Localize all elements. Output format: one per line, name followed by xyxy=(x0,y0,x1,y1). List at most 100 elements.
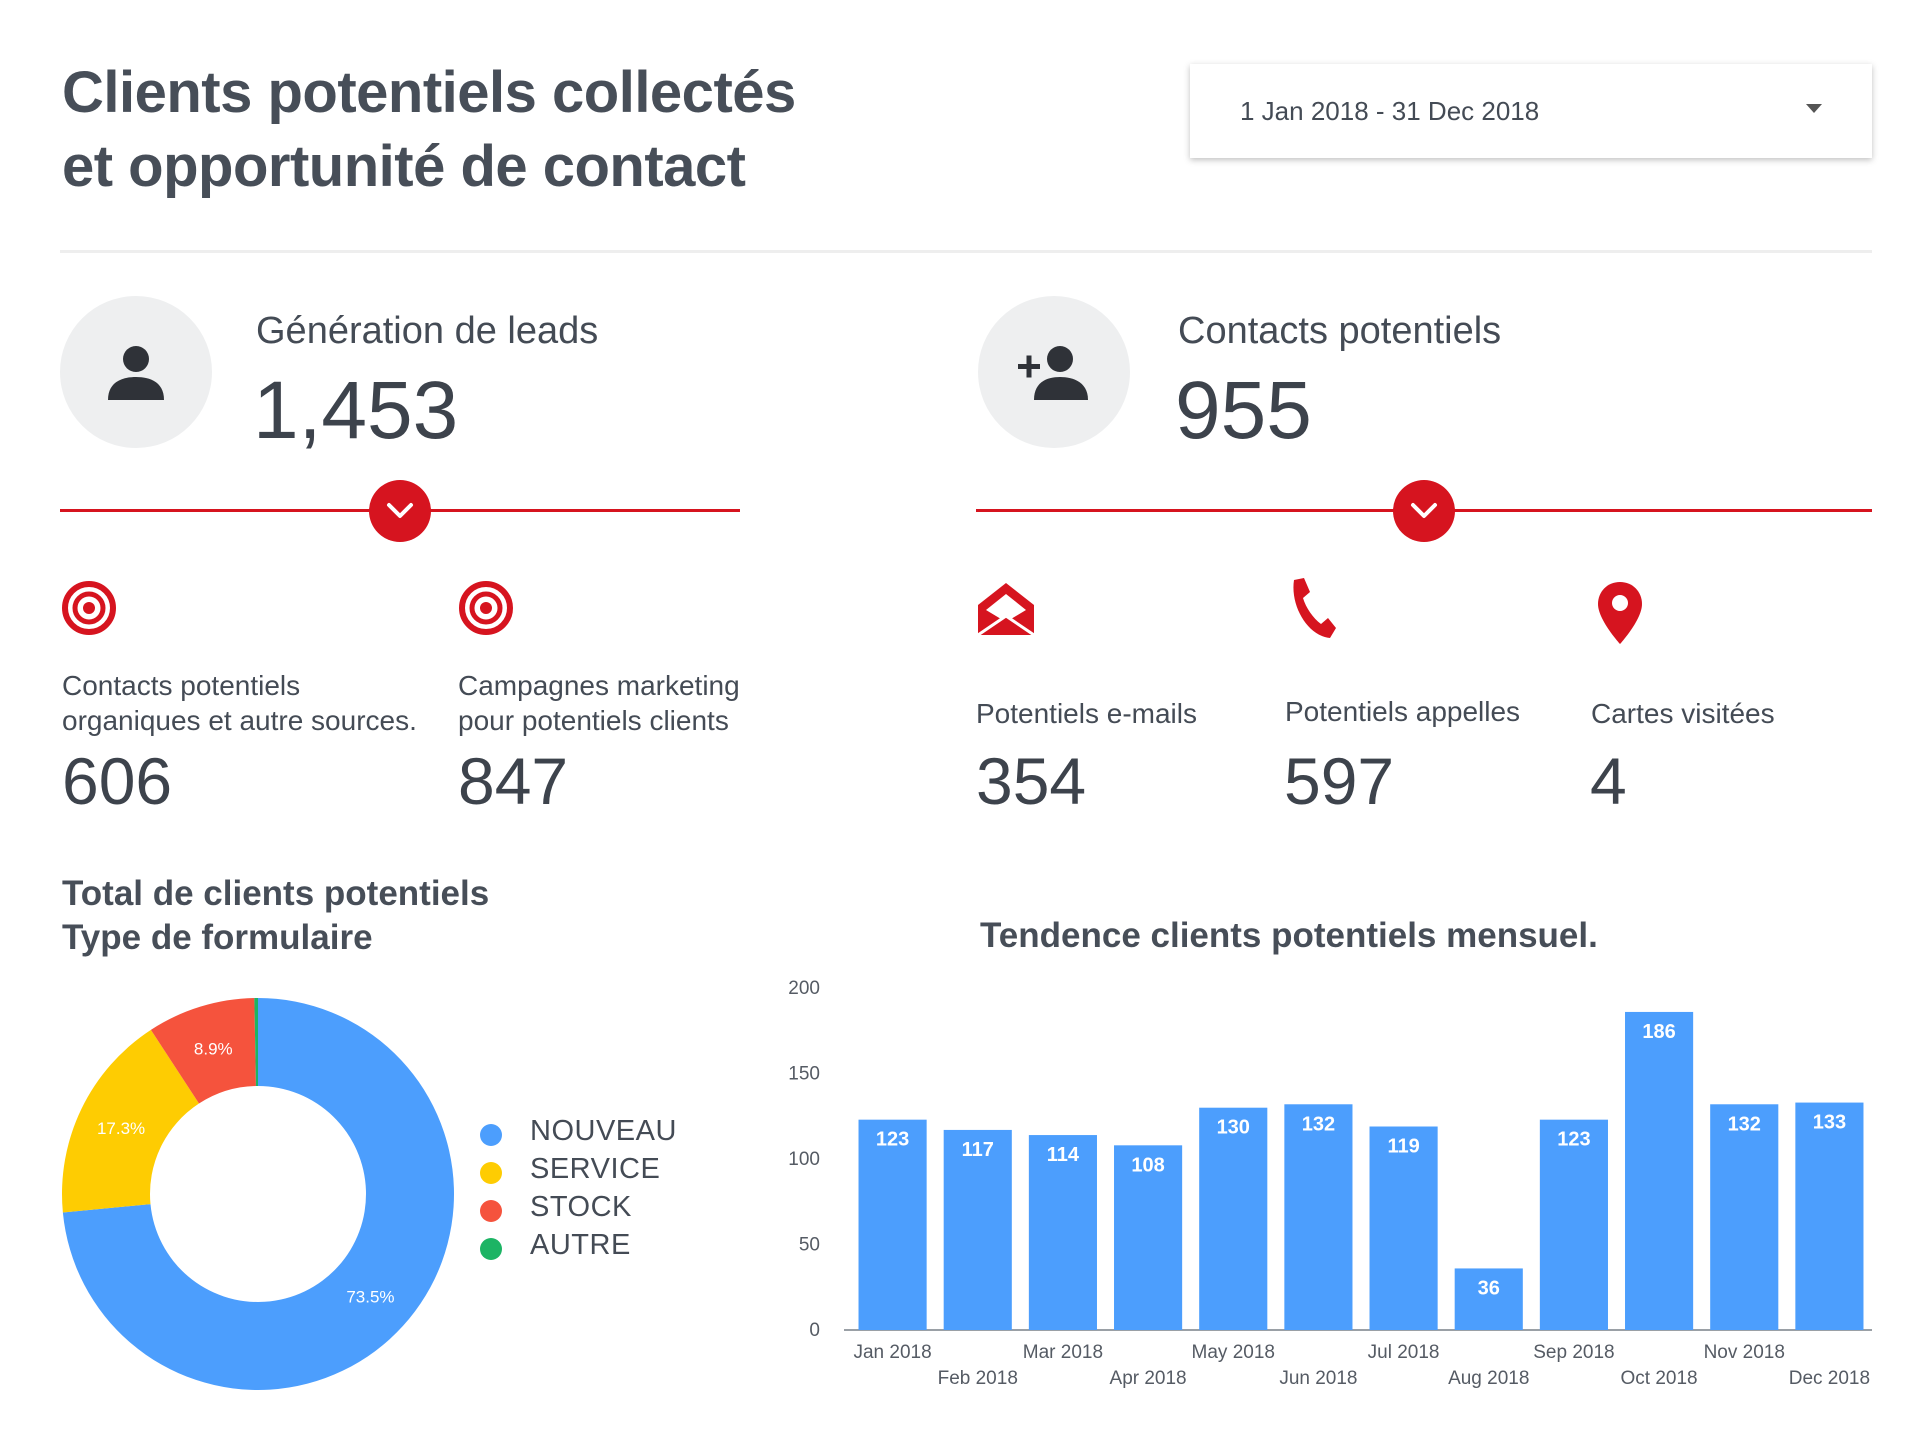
donut-slice-stock xyxy=(150,998,256,1104)
chevron-down-icon xyxy=(1411,503,1437,518)
x-tick-label: Jun 2018 xyxy=(1279,1368,1357,1389)
date-range-picker[interactable]: 1 Jan 2018 - 31 Dec 2018 xyxy=(1190,64,1872,158)
potential-emails-label: Potentiels e-mails xyxy=(976,698,1197,729)
bar-value-label: 132 xyxy=(1728,1113,1761,1135)
donut-chart-title-line1: Total de clients potentiels xyxy=(62,874,490,913)
x-tick-label: Jan 2018 xyxy=(853,1342,931,1363)
bar-jul-2018 xyxy=(1369,1126,1438,1330)
donut-chart-svg: 73.5% 17.3% 8.9% xyxy=(61,998,454,1390)
donut-slice-autre xyxy=(254,998,258,1087)
marketing-campaigns-label-line2: pour potentiels clients xyxy=(458,705,729,736)
page-title: Clients potentiels collectés et opportun… xyxy=(62,56,962,204)
bar-chart-svg: 0 50 100 150 200 123 Jan 2018 117 Feb 2018 114 Mar… xyxy=(788,978,1872,1389)
y-tick-label: 100 xyxy=(788,1149,820,1170)
phone-icon xyxy=(1293,578,1336,638)
right-expand-button[interactable] xyxy=(1393,480,1455,542)
donut-slice-nouveau xyxy=(62,998,454,1390)
bar-value-label: 119 xyxy=(1387,1136,1419,1158)
bar-dec-2018 xyxy=(1795,1102,1864,1330)
bar-value-label: 123 xyxy=(1557,1129,1590,1151)
visited-cards-value: 4 xyxy=(1590,744,1627,818)
lead-generation-label: Génération de leads xyxy=(256,310,599,352)
person-add-icon-circle xyxy=(978,296,1130,448)
bar-value-label: 186 xyxy=(1642,1021,1675,1043)
bar-jun-2018 xyxy=(1284,1104,1353,1330)
potential-contacts-value: 955 xyxy=(1175,365,1312,456)
bar-mar-2018 xyxy=(1028,1135,1097,1330)
potential-contacts-label: Contacts potentiels xyxy=(1178,310,1502,352)
x-tick-label: Feb 2018 xyxy=(938,1368,1018,1389)
visited-cards-label: Cartes visitées xyxy=(1591,698,1775,729)
donut-slice-label: 17.3% xyxy=(97,1119,145,1138)
bar-nov-2018 xyxy=(1710,1104,1779,1330)
target-icon xyxy=(459,581,513,635)
x-tick-label: Jul 2018 xyxy=(1368,1342,1440,1363)
lead-generation-value: 1,453 xyxy=(253,365,459,456)
marketing-campaigns-value: 847 xyxy=(458,744,569,818)
caret-down-icon xyxy=(1806,104,1822,113)
y-tick-label: 50 xyxy=(799,1235,820,1256)
x-tick-label: Aug 2018 xyxy=(1448,1368,1529,1389)
x-tick-label: Dec 2018 xyxy=(1789,1368,1870,1389)
map-pin-icon xyxy=(1598,582,1642,644)
legend-label: AUTRE xyxy=(530,1229,631,1261)
bar-may-2018 xyxy=(1199,1107,1268,1330)
legend-dot xyxy=(480,1200,502,1222)
organic-contacts-label-line2: organiques et autre sources. xyxy=(62,705,417,736)
bar-chart: 0 50 100 150 200 123 Jan 2018 117 Feb 2018 114 Mar… xyxy=(760,960,1880,1400)
potential-calls-value: 597 xyxy=(1284,744,1395,818)
donut-chart-title-line2: Type de formulaire xyxy=(62,918,373,957)
donut-slice-label: 73.5% xyxy=(346,1287,394,1306)
potential-calls-label: Potentiels appelles xyxy=(1285,696,1521,727)
donut-slice-service xyxy=(61,1029,199,1213)
bar-aug-2018 xyxy=(1454,1268,1523,1330)
x-tick-label: Sep 2018 xyxy=(1533,1342,1614,1363)
x-tick-label: Mar 2018 xyxy=(1023,1342,1103,1363)
organic-contacts-label: Contacts potentiels organiques et autre … xyxy=(62,668,417,738)
left-expand-button[interactable] xyxy=(369,480,431,542)
bar-value-label: 133 xyxy=(1813,1112,1846,1134)
donut-slice-label: 8.9% xyxy=(194,1040,233,1059)
organic-contacts-label-line1: Contacts potentiels xyxy=(62,670,301,701)
legend-label: STOCK xyxy=(530,1191,632,1223)
bar-value-label: 132 xyxy=(1302,1113,1335,1135)
person-icon xyxy=(108,346,164,400)
person-add-icon xyxy=(1018,346,1088,400)
bar-value-label: 130 xyxy=(1217,1117,1250,1139)
header-divider xyxy=(60,250,1872,253)
bar-sep-2018 xyxy=(1539,1119,1608,1330)
bar-value-label: 117 xyxy=(962,1139,994,1161)
bar-value-label: 108 xyxy=(1131,1154,1164,1176)
bar-value-label: 123 xyxy=(876,1129,909,1151)
chevron-down-icon xyxy=(387,503,413,518)
envelope-open-icon xyxy=(977,583,1035,637)
legend-label: NOUVEAU xyxy=(530,1115,677,1147)
page-title-line1: Clients potentiels collectés xyxy=(62,60,796,125)
page-title-line2: et opportunité de contact xyxy=(62,134,746,199)
bar-value-label: 114 xyxy=(1047,1144,1080,1166)
donut-chart: 73.5% 17.3% 8.9% xyxy=(60,996,456,1392)
bar-oct-2018 xyxy=(1625,1011,1694,1330)
y-tick-label: 200 xyxy=(788,978,820,999)
date-range-text: 1 Jan 2018 - 31 Dec 2018 xyxy=(1240,96,1540,126)
bar-chart-title: Tendence clients potentiels mensuel. xyxy=(980,916,1598,955)
legend-dot xyxy=(480,1238,502,1260)
x-tick-label: Oct 2018 xyxy=(1621,1368,1698,1389)
bar-value-label: 36 xyxy=(1478,1277,1500,1299)
x-tick-label: May 2018 xyxy=(1192,1342,1275,1363)
donut-chart-title: Total de clients potentiels Type de form… xyxy=(62,872,489,960)
x-tick-label: Nov 2018 xyxy=(1704,1342,1785,1363)
legend-dot xyxy=(480,1124,502,1146)
potential-emails-value: 354 xyxy=(976,744,1087,818)
bar-jan-2018 xyxy=(858,1119,927,1330)
marketing-campaigns-label-line1: Campagnes marketing xyxy=(458,670,740,701)
legend-label: SERVICE xyxy=(530,1153,661,1185)
x-tick-label: Apr 2018 xyxy=(1110,1368,1187,1389)
legend-dot xyxy=(480,1162,502,1184)
target-icon xyxy=(62,581,116,635)
person-icon-circle xyxy=(60,296,212,448)
marketing-campaigns-label: Campagnes marketing pour potentiels clie… xyxy=(458,668,740,738)
y-tick-label: 0 xyxy=(809,1320,820,1341)
bar-apr-2018 xyxy=(1114,1145,1183,1330)
y-tick-label: 150 xyxy=(788,1064,820,1085)
